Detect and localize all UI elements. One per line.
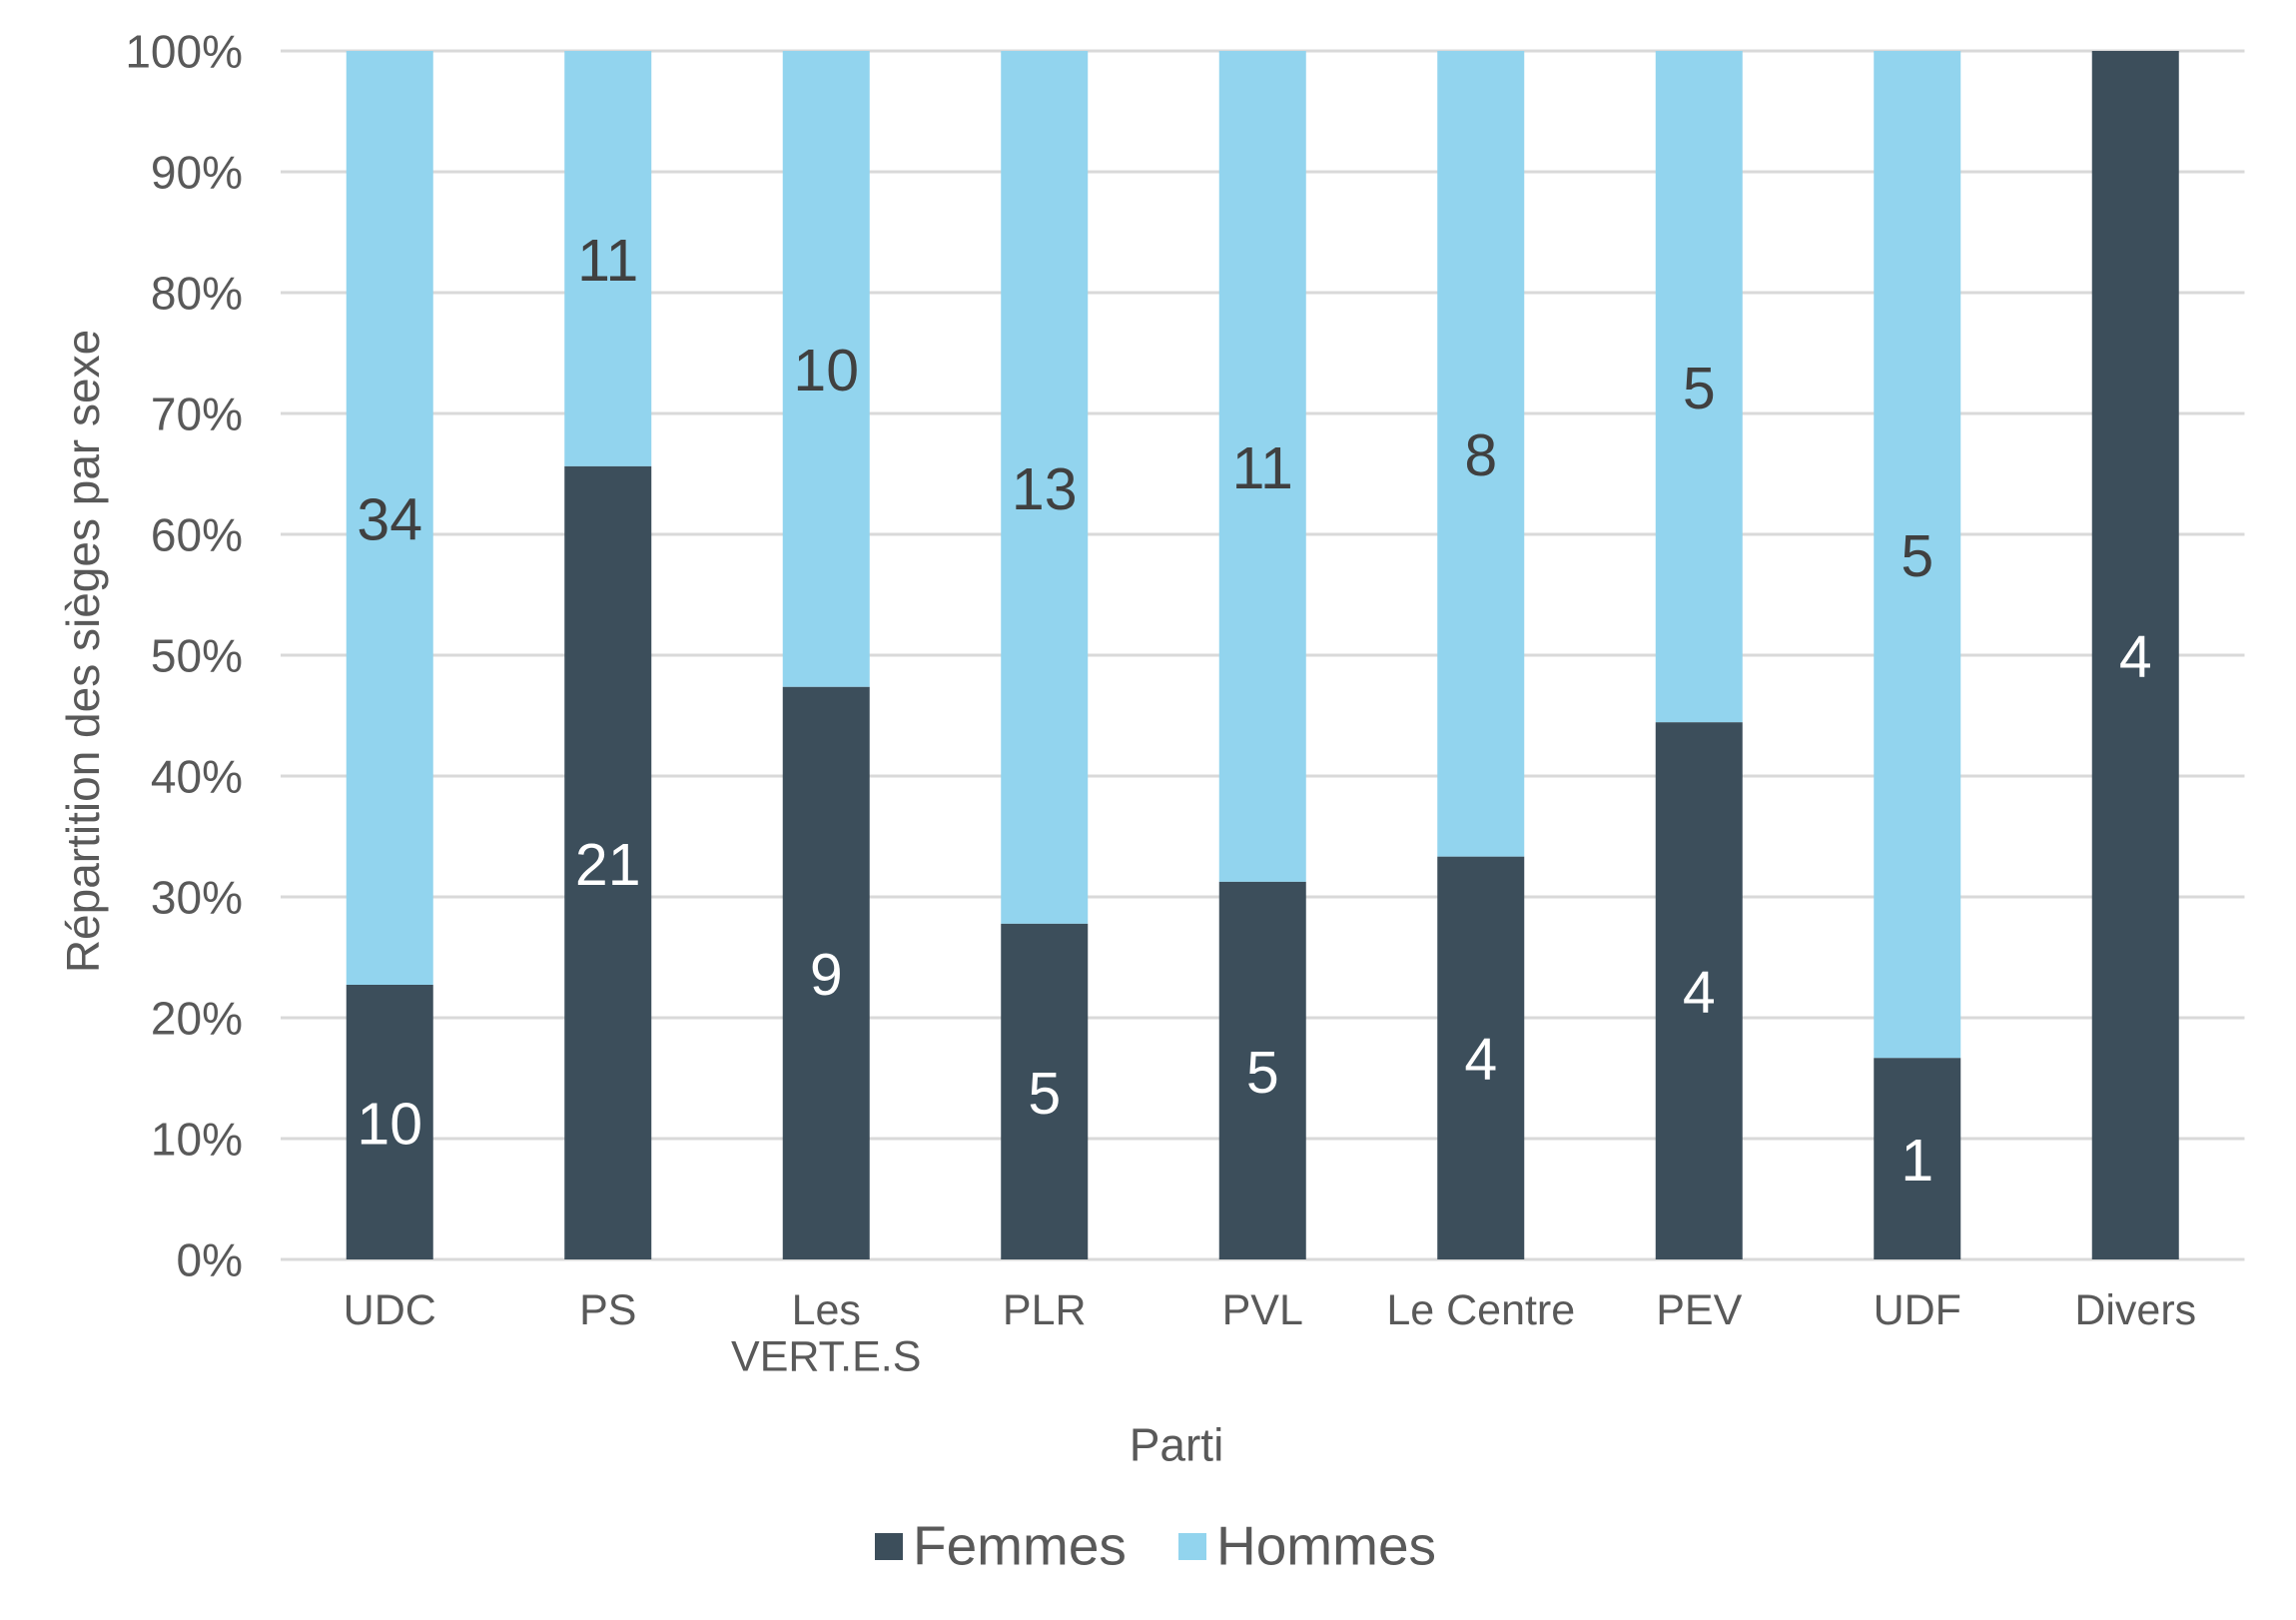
svg-text:Femmes: Femmes — [913, 1515, 1127, 1577]
svg-text:Hommes: Hommes — [1216, 1515, 1436, 1577]
svg-text:Répartition des sièges par sex: Répartition des sièges par sexe — [57, 330, 109, 973]
svg-text:VERT.E.S: VERT.E.S — [731, 1333, 921, 1381]
svg-text:UDC: UDC — [344, 1286, 436, 1334]
svg-text:10%: 10% — [151, 1114, 243, 1166]
svg-text:90%: 90% — [151, 147, 243, 199]
svg-text:70%: 70% — [151, 389, 243, 440]
svg-text:10: 10 — [357, 1091, 422, 1157]
svg-text:Les: Les — [792, 1286, 861, 1334]
svg-text:10: 10 — [793, 338, 859, 404]
svg-text:21: 21 — [575, 832, 641, 898]
svg-text:PLR: PLR — [1003, 1286, 1087, 1334]
svg-text:PVL: PVL — [1222, 1286, 1303, 1334]
svg-text:PS: PS — [579, 1286, 636, 1334]
svg-text:60%: 60% — [151, 509, 243, 561]
svg-text:Divers: Divers — [2074, 1286, 2196, 1334]
svg-text:4: 4 — [2119, 624, 2152, 690]
svg-text:Le Centre: Le Centre — [1386, 1286, 1575, 1334]
svg-text:30%: 30% — [151, 872, 243, 924]
svg-text:Parti: Parti — [1130, 1419, 1224, 1471]
svg-text:80%: 80% — [151, 268, 243, 320]
svg-text:UDF: UDF — [1874, 1286, 1961, 1334]
svg-text:11: 11 — [1232, 435, 1293, 501]
svg-text:5: 5 — [1683, 356, 1716, 421]
svg-text:9: 9 — [810, 942, 843, 1008]
svg-text:1: 1 — [1901, 1128, 1933, 1194]
svg-text:50%: 50% — [151, 630, 243, 682]
svg-text:100%: 100% — [125, 26, 243, 78]
svg-text:20%: 20% — [151, 993, 243, 1045]
svg-text:13: 13 — [1012, 456, 1078, 522]
svg-text:PEV: PEV — [1656, 1286, 1742, 1334]
svg-text:4: 4 — [1464, 1027, 1497, 1093]
svg-text:5: 5 — [1028, 1061, 1061, 1127]
svg-text:4: 4 — [1683, 960, 1716, 1026]
svg-text:11: 11 — [577, 228, 638, 294]
svg-text:0%: 0% — [177, 1234, 243, 1286]
svg-text:8: 8 — [1464, 422, 1497, 488]
svg-text:40%: 40% — [151, 751, 243, 803]
svg-text:5: 5 — [1901, 523, 1933, 589]
svg-text:34: 34 — [357, 486, 422, 552]
svg-text:5: 5 — [1246, 1040, 1279, 1106]
